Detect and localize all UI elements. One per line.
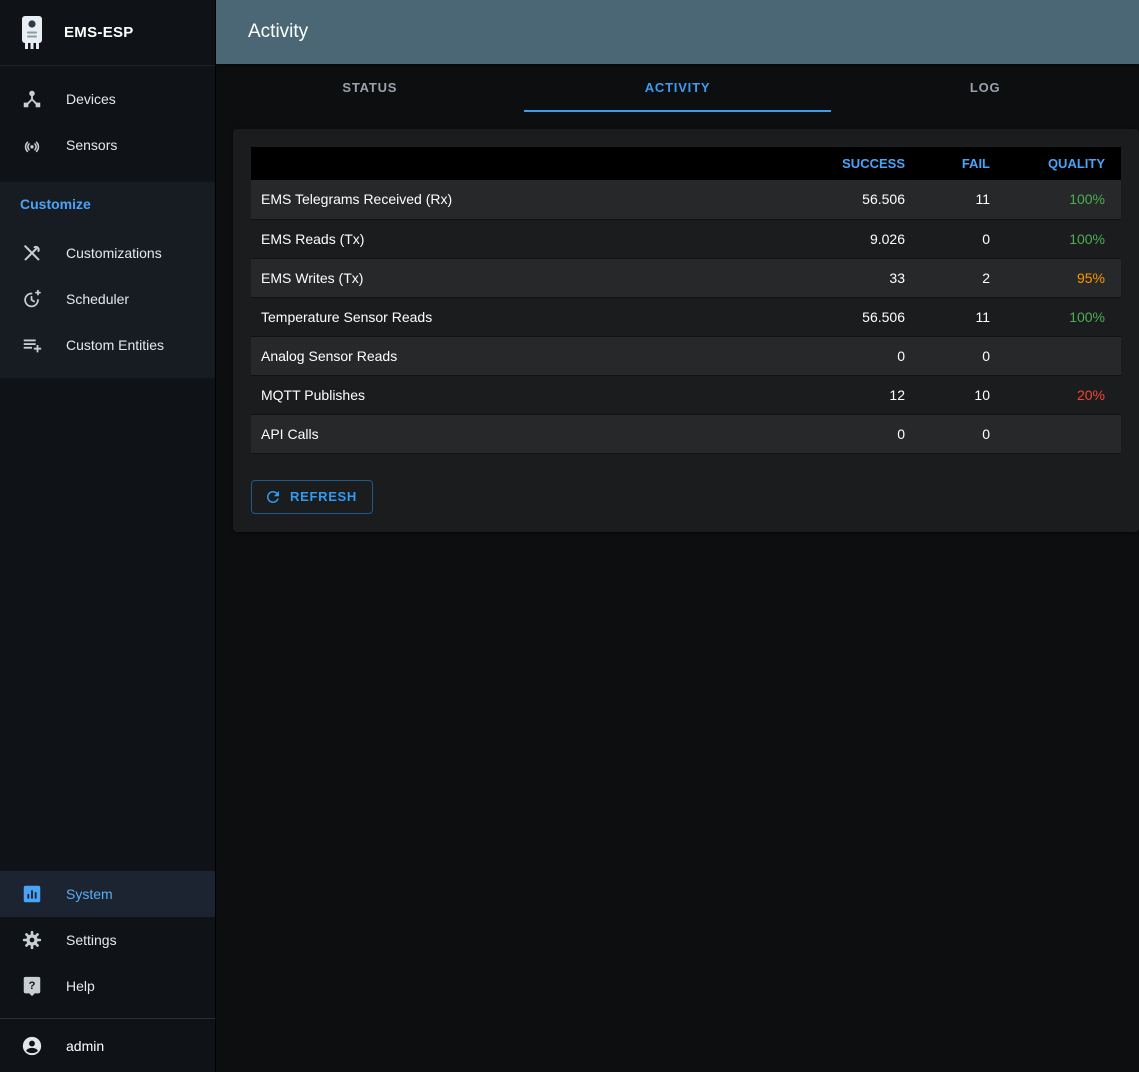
sidebar-spacer: [0, 378, 215, 871]
metric-name: Temperature Sensor Reads: [261, 308, 433, 325]
metric-name: EMS Telegrams Received (Rx): [261, 191, 453, 208]
table-header-row: SUCCESS FAIL QUALITY: [251, 147, 1121, 180]
ems-esp-logo-icon: [18, 13, 48, 53]
sidebar-item-scheduler[interactable]: Scheduler: [0, 276, 215, 322]
construction-icon: [20, 241, 44, 265]
sidebar-item-system[interactable]: System: [0, 871, 215, 917]
sensors-icon: [20, 133, 44, 157]
metric-success: 9.026: [869, 230, 905, 247]
sidebar-item-customizations[interactable]: Customizations: [0, 230, 215, 276]
metric-success: 0: [897, 425, 905, 442]
tab-status[interactable]: STATUS: [342, 79, 398, 95]
sidebar-divider: [0, 1018, 215, 1019]
sidebar-item-label: Scheduler: [66, 291, 130, 307]
assessment-icon: [20, 882, 44, 906]
table-row: EMS Telegrams Received (Rx) 56.506 11 10…: [251, 180, 1121, 219]
col-header-fail: FAIL: [961, 156, 990, 171]
appbar: Activity: [216, 0, 1139, 64]
metric-quality: [1006, 336, 1121, 375]
col-header-success: SUCCESS: [842, 156, 905, 171]
sidebar: EMS-ESP Devices: [0, 0, 216, 1072]
activity-panel: SUCCESS FAIL QUALITY EMS Telegrams Recei…: [233, 129, 1139, 532]
sidebar-item-devices[interactable]: Devices: [0, 76, 215, 122]
customize-heading: Customize: [20, 196, 91, 212]
app-title: EMS-ESP: [64, 24, 134, 41]
main-area: Activity STATUS ACTIVITY LOG SUCCESS FAI…: [216, 0, 1139, 1072]
sidebar-nav-top: Devices Sensors: [0, 66, 215, 168]
svg-text:?: ?: [29, 980, 36, 992]
sidebar-item-help[interactable]: ? Help: [0, 963, 215, 1009]
metric-name: Analog Sensor Reads: [261, 347, 398, 364]
metric-quality: 100%: [1069, 308, 1105, 325]
sidebar-item-sensors[interactable]: Sensors: [0, 122, 215, 168]
metric-success: 12: [889, 386, 905, 403]
help-icon: ?: [20, 974, 44, 998]
table-row: Analog Sensor Reads 0 0: [251, 336, 1121, 375]
sidebar-nav-bottom: System Settings: [0, 871, 215, 1009]
page-title: Activity: [248, 21, 309, 42]
activity-table-body: EMS Telegrams Received (Rx) 56.506 11 10…: [251, 180, 1121, 453]
user-label: admin: [66, 1037, 105, 1054]
sidebar-item-label: Customizations: [66, 245, 162, 261]
col-header-quality: QUALITY: [1047, 156, 1105, 171]
metric-fail: 11: [975, 308, 990, 325]
metric-quality: 100%: [1069, 230, 1105, 247]
table-row: EMS Reads (Tx) 9.026 0 100%: [251, 219, 1121, 258]
table-row: EMS Writes (Tx) 33 2 95%: [251, 258, 1121, 297]
metric-name: MQTT Publishes: [261, 386, 365, 403]
metric-success: 0: [897, 347, 905, 364]
refresh-label: REFRESH: [290, 489, 358, 504]
sidebar-item-label: Devices: [66, 91, 116, 107]
metric-fail: 0: [982, 230, 990, 247]
sidebar-header: EMS-ESP: [0, 0, 215, 66]
metric-fail: 0: [982, 425, 990, 442]
sidebar-item-label: System: [66, 886, 113, 902]
refresh-button[interactable]: REFRESH: [251, 479, 374, 514]
metric-success: 33: [889, 269, 905, 286]
customize-section: Customize Customizations: [0, 182, 215, 378]
activity-table: SUCCESS FAIL QUALITY EMS Telegrams Recei…: [251, 147, 1121, 454]
metric-quality: 20%: [1076, 386, 1105, 403]
metric-success: 56.506: [862, 191, 905, 208]
metric-fail: 2: [982, 269, 990, 286]
table-row: MQTT Publishes 12 10 20%: [251, 375, 1121, 414]
account-circle-icon: [20, 1034, 44, 1058]
metric-fail: 10: [974, 386, 990, 403]
device-hub-icon: [20, 87, 44, 111]
metric-quality: 100%: [1069, 191, 1105, 208]
sidebar-item-custom-entities[interactable]: Custom Entities: [0, 322, 215, 368]
metric-name: API Calls: [261, 425, 319, 442]
sidebar-item-settings[interactable]: Settings: [0, 917, 215, 963]
sidebar-item-label: Help: [66, 978, 95, 994]
gear-icon: [20, 928, 44, 952]
metric-quality: 95%: [1076, 269, 1105, 286]
tab-log[interactable]: LOG: [969, 79, 1001, 95]
table-row: Temperature Sensor Reads 56.506 11 100%: [251, 297, 1121, 336]
sidebar-item-label: Custom Entities: [66, 337, 165, 353]
playlist-add-icon: [20, 333, 44, 357]
metric-fail: 0: [982, 347, 990, 364]
refresh-icon: [267, 490, 279, 503]
tab-bar: STATUS ACTIVITY LOG: [216, 64, 1139, 112]
tab-activity[interactable]: ACTIVITY: [523, 64, 832, 112]
metric-success: 56.506: [862, 308, 905, 325]
sidebar-item-admin[interactable]: admin: [0, 1019, 215, 1072]
sidebar-item-label: Sensors: [66, 137, 118, 153]
metric-name: EMS Writes (Tx): [261, 269, 364, 286]
col-header-name: [251, 147, 811, 180]
table-row: API Calls 0 0: [251, 414, 1121, 453]
sidebar-item-label: Settings: [66, 932, 117, 948]
metric-fail: 11: [975, 191, 990, 208]
metric-name: EMS Reads (Tx): [261, 230, 365, 247]
metric-quality: [1006, 414, 1121, 453]
more-time-icon: [20, 287, 44, 311]
